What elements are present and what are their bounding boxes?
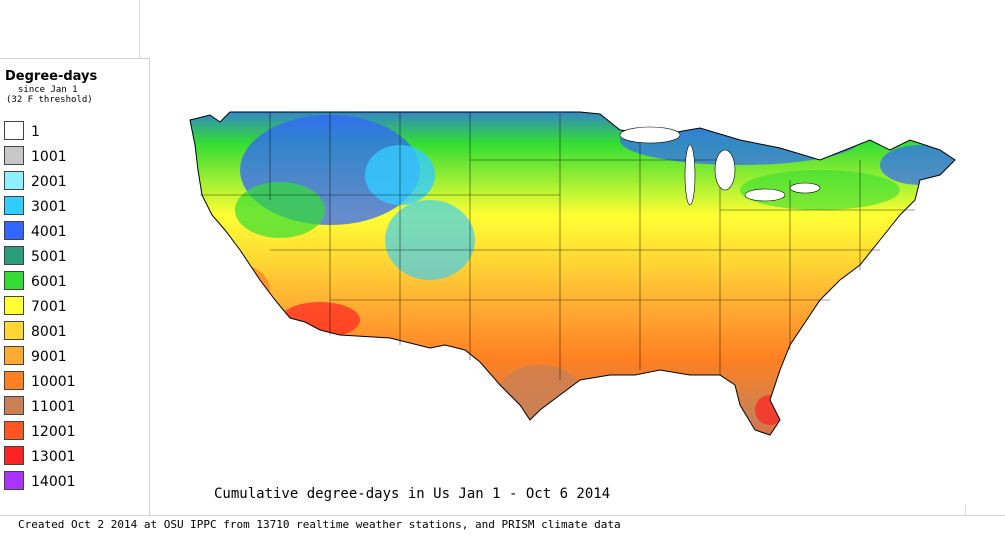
legend-item: 5001 bbox=[4, 246, 144, 268]
legend-label: 10001 bbox=[31, 374, 76, 390]
legend-item: 8001 bbox=[4, 321, 144, 343]
credit-line: Created Oct 2 2014 at OSU IPPC from 1371… bbox=[18, 518, 621, 531]
legend-label: 5001 bbox=[31, 249, 67, 265]
legend-item: 4001 bbox=[4, 221, 144, 243]
legend-label: 12001 bbox=[31, 424, 76, 440]
legend-label: 3001 bbox=[31, 199, 67, 215]
us-map-graphic bbox=[189, 111, 956, 436]
map-fill bbox=[190, 112, 955, 435]
legend-label: 7001 bbox=[31, 299, 67, 315]
legend-swatch bbox=[4, 296, 24, 315]
great-lakes bbox=[619, 126, 821, 206]
legend-swatch bbox=[4, 346, 24, 365]
legend-subtitle-1: since Jan 1 bbox=[18, 85, 78, 95]
legend-label: 11001 bbox=[31, 399, 76, 415]
legend-label: 13001 bbox=[31, 449, 76, 465]
frame-line-right bbox=[965, 505, 966, 515]
legend-swatch bbox=[4, 196, 24, 215]
legend-swatch bbox=[4, 396, 24, 415]
legend-item: 13001 bbox=[4, 446, 144, 468]
legend-label: 8001 bbox=[31, 324, 67, 340]
legend-swatch bbox=[4, 171, 24, 190]
legend-item: 11001 bbox=[4, 396, 144, 418]
legend-item: 2001 bbox=[4, 171, 144, 193]
legend-swatch bbox=[4, 246, 24, 265]
legend-label: 1001 bbox=[31, 149, 67, 165]
legend-item: 14001 bbox=[4, 471, 144, 493]
legend: Degree-days since Jan 1 (32 F threshold)… bbox=[0, 58, 150, 516]
legend-swatch bbox=[4, 221, 24, 240]
legend-item: 7001 bbox=[4, 296, 144, 318]
legend-swatch bbox=[4, 321, 24, 340]
legend-swatch bbox=[4, 371, 24, 390]
legend-label: 6001 bbox=[31, 274, 67, 290]
legend-label: 1 bbox=[31, 124, 40, 140]
us-border bbox=[189, 111, 956, 436]
us-map bbox=[180, 100, 980, 460]
legend-item: 3001 bbox=[4, 196, 144, 218]
frame-line-top-vertical bbox=[139, 0, 140, 58]
legend-label: 2001 bbox=[31, 174, 67, 190]
state-boundaries bbox=[200, 112, 915, 380]
legend-swatch bbox=[4, 271, 24, 290]
legend-item: 10001 bbox=[4, 371, 144, 393]
legend-swatch bbox=[4, 471, 24, 490]
legend-item: 1 bbox=[4, 121, 144, 143]
legend-swatch bbox=[4, 146, 24, 165]
legend-item: 6001 bbox=[4, 271, 144, 293]
legend-item: 9001 bbox=[4, 346, 144, 368]
legend-swatch bbox=[4, 421, 24, 440]
legend-item: 1001 bbox=[4, 146, 144, 168]
legend-swatch bbox=[4, 446, 24, 465]
legend-subtitle-2: (32 F threshold) bbox=[6, 95, 93, 105]
legend-label: 4001 bbox=[31, 224, 67, 240]
legend-swatch bbox=[4, 121, 24, 140]
frame-line-bottom bbox=[0, 515, 1005, 516]
legend-title: Degree-days bbox=[5, 69, 98, 84]
map-title: Cumulative degree-days in Us Jan 1 - Oct… bbox=[214, 486, 611, 502]
legend-label: 14001 bbox=[31, 474, 76, 490]
legend-item: 12001 bbox=[4, 421, 144, 443]
legend-label: 9001 bbox=[31, 349, 67, 365]
